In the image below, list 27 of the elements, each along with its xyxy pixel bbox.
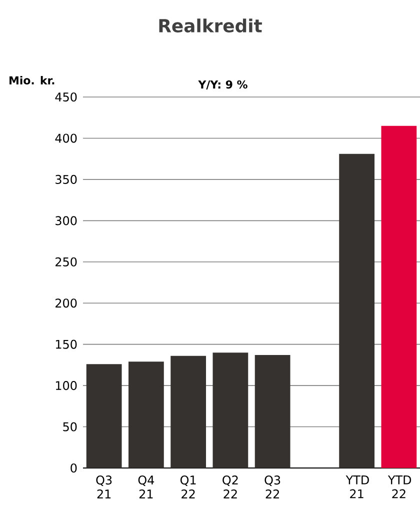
y-tick-label: 400 xyxy=(55,134,77,143)
y-tick-label: 250 xyxy=(56,257,77,266)
bar xyxy=(339,154,375,468)
bar xyxy=(254,355,290,468)
x-tick-label: YTD 22 xyxy=(388,476,412,498)
x-tick-label: Q2 22 xyxy=(222,476,238,498)
bar xyxy=(86,364,122,468)
x-tick-label: Q3 22 xyxy=(264,476,280,498)
y-tick-label: 50 xyxy=(63,422,77,432)
x-tick-label: Q1 22 xyxy=(180,476,196,498)
y-tick-label: 0 xyxy=(70,463,77,473)
bar xyxy=(128,362,164,468)
x-tick-label: Q3 21 xyxy=(96,476,112,498)
bar xyxy=(170,356,206,468)
y-axis-title: Mio. kr. xyxy=(10,76,54,84)
x-tick-label: YTD 21 xyxy=(346,476,369,498)
text: Y/Y: 9 % xyxy=(198,80,248,90)
x-tick-label: Q4 21 xyxy=(138,476,154,498)
y-tick-label: 350 xyxy=(56,174,77,184)
y-tick-label: 300 xyxy=(56,216,77,226)
y-tick-label: 200 xyxy=(56,298,77,308)
y-tick-label: 150 xyxy=(56,340,77,349)
y-tick-label: 100 xyxy=(56,381,77,390)
chart-title: Realkredit xyxy=(159,18,262,32)
y-tick-label: 450 xyxy=(55,92,77,102)
bar xyxy=(381,126,417,468)
bar xyxy=(212,352,248,468)
